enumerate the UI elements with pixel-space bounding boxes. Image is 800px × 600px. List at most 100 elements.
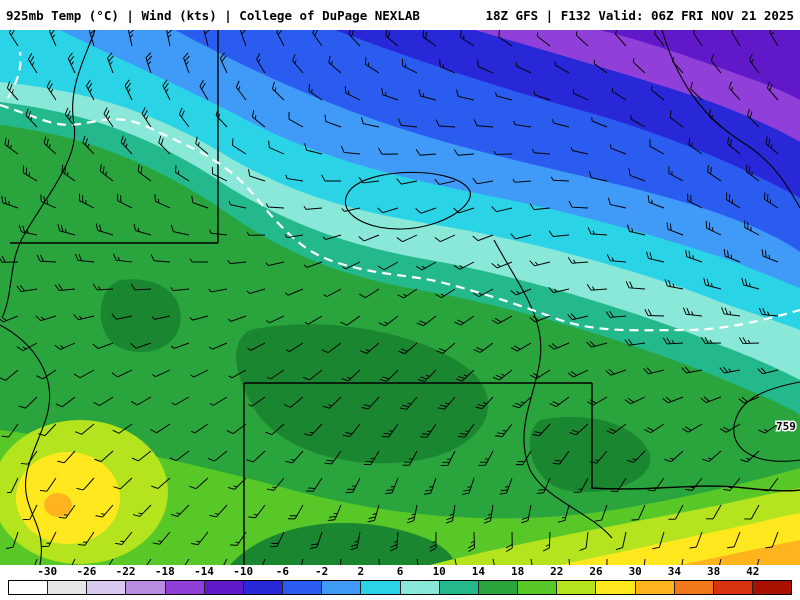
wind-barb [360,342,380,354]
colorbar-tick-label: 22 [550,565,564,578]
wind-barb [43,136,57,155]
wind-barb [552,450,570,465]
wind-barb [384,477,399,495]
wind-barb [738,396,760,404]
wind-barb [512,396,532,409]
wind-barb [327,504,342,521]
wind-barb [747,558,760,565]
wind-barb [64,107,76,128]
wind-barb [493,150,513,155]
wind-barb [489,558,497,565]
wind-barb [130,396,152,406]
wind-barb [5,531,19,549]
wind-barb [627,224,646,236]
colorbar-tick-row: -30 -26 -22 -18 -14 -10 -6 -2 2 6 10 14 18 22 26 30 34 38… [0,565,800,579]
wind-barb [381,87,399,101]
wind-barb [692,30,703,47]
wind-barb [662,337,684,345]
colorbar-cell [400,581,440,594]
wind-barb [689,531,703,549]
wind-barb [390,531,399,552]
wind-barb [134,558,152,565]
wind-barb [681,423,703,433]
wind-barb [615,531,627,551]
wind-barb [359,288,380,299]
wind-barb [78,193,95,209]
wind-barb [513,120,532,128]
wind-barb [478,450,494,466]
temp-band-dark-green-right [529,416,651,492]
wind-barb [460,30,475,47]
wind-barb [536,477,551,494]
wind-barb [745,164,760,182]
wind-barb [60,558,76,565]
colorbar-cell [204,581,244,594]
wind-barb [603,558,608,565]
wind-barb [170,224,190,236]
wind-barb [639,558,646,565]
wind-barb [360,116,380,128]
wind-barb [643,367,665,375]
wind-barb [402,450,418,466]
wind-barb [527,558,535,565]
wind-barb [747,108,760,128]
wind-barb [586,283,608,291]
colorbar-tick-label: -26 [76,565,97,578]
colorbar-cell [752,581,792,594]
wind-barb [702,450,722,462]
wind-barb [120,135,133,155]
colorbar-tick-label: 42 [746,565,760,578]
colorbar-cell [48,581,88,594]
wind-barb [521,504,532,524]
wind-barb [628,168,646,182]
wind-barb [344,85,361,101]
colorbar-cell [596,581,636,594]
wind-barb [137,164,152,182]
wind-barb [719,366,741,374]
wind-barb [76,477,95,491]
wind-barbs-layer [0,30,779,565]
wind-barb [228,369,247,379]
wind-barb [169,450,190,462]
wind-barb [651,86,665,101]
wind-barb [8,30,19,47]
colorbar-cell [9,581,49,594]
wind-barb [22,504,38,521]
wind-barb [492,369,513,381]
wind-barb [272,81,285,101]
colorbar-tick-label: -10 [233,565,254,578]
wind-barb [4,137,19,155]
wind-barb [77,531,95,546]
wind-barb [378,315,399,327]
wind-barb [199,79,209,101]
wind-barb [705,220,722,236]
wind-barb [723,249,741,263]
state-border-line [591,383,800,492]
wind-barb [761,477,779,492]
wind-barb [644,423,665,434]
height-contour-line [345,171,471,230]
wind-barb [710,558,722,565]
wind-barb [532,423,551,437]
wind-barb [131,450,152,462]
wind-barb [533,90,551,101]
wind-barb [477,59,494,74]
wind-barb [85,79,95,101]
wind-barb [226,423,247,435]
wind-barb [57,450,76,464]
wind-barb [323,288,342,298]
wind-barb [769,30,779,47]
colorbar-tick-label: 6 [396,565,404,578]
wind-barb [765,136,779,155]
wind-barb [151,315,171,320]
temp-band-orange-spot [44,493,72,517]
temp-band-dark-green-left [100,279,181,353]
wind-barb [302,369,323,381]
wind-barb [49,30,57,47]
wind-barb [564,558,571,565]
wind-barb [219,52,228,74]
wind-barb [415,149,437,156]
wind-barb [99,164,114,182]
colorbar-tick-label: 30 [628,565,642,578]
wind-barb [671,57,684,74]
